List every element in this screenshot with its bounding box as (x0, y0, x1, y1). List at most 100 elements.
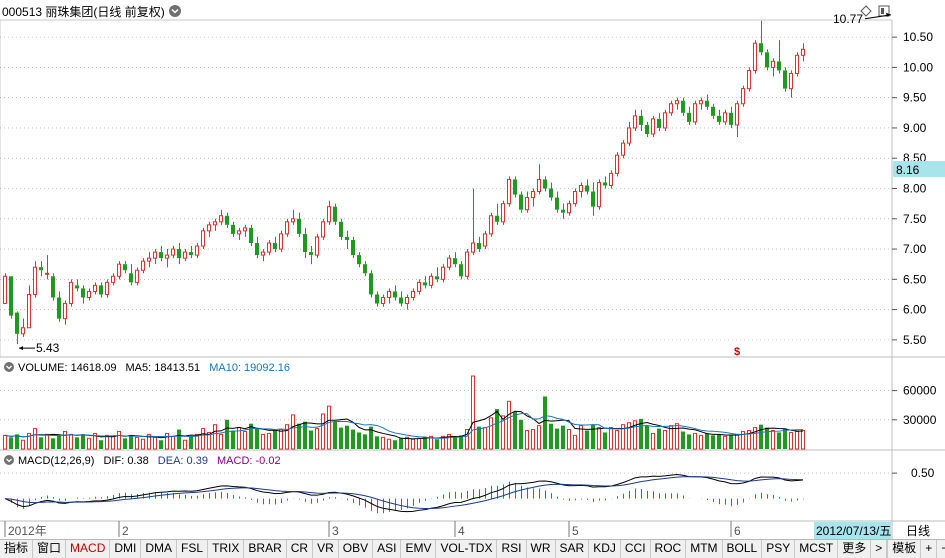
indicator-tab[interactable]: ROC (651, 540, 687, 558)
zoom-out-button[interactable]: − (936, 540, 945, 558)
indicator-tab[interactable]: KDJ (589, 540, 621, 558)
indicator-tab[interactable]: MTM (686, 540, 723, 558)
price-panel[interactable] (0, 19, 893, 358)
indicator-tab[interactable]: MCST (795, 540, 839, 558)
volume-bar (597, 427, 601, 450)
volume-bar (561, 425, 565, 449)
indicator-tab[interactable]: VOL-TDX (436, 540, 498, 558)
volume-bar (579, 425, 583, 450)
indicator-tab[interactable]: 窗口 (33, 540, 67, 558)
svg-text:10.77: 10.77 (833, 12, 863, 26)
volume-bar (231, 430, 235, 449)
indicator-tab[interactable]: RSI (497, 540, 527, 558)
candle (249, 224, 253, 247)
candle (357, 252, 361, 268)
diamond-icon[interactable] (860, 5, 872, 17)
period-button[interactable]: 日线 (906, 524, 930, 538)
volume-bar (135, 436, 139, 450)
volume-bar (129, 435, 133, 449)
candle (147, 252, 151, 268)
candle (339, 218, 343, 240)
volume-bar (741, 430, 745, 450)
zoom-in-button[interactable]: + (920, 540, 936, 558)
volume-bar (711, 435, 715, 449)
candle (363, 261, 367, 277)
volume-bar (57, 435, 61, 449)
indicator-tab[interactable]: > (871, 540, 888, 558)
indicator-tab[interactable]: PSY (762, 540, 796, 558)
candle (657, 112, 661, 131)
chevron-down-circle-icon[interactable] (4, 455, 14, 465)
indicator-tab[interactable]: FSL (177, 540, 209, 558)
indicator-tab[interactable]: OBV (339, 540, 374, 558)
indicator-tab[interactable]: BRAR (244, 540, 287, 558)
candle (69, 279, 73, 307)
indicator-tab[interactable]: BOLL (723, 540, 763, 558)
indicator-tab[interactable]: EMV (401, 540, 437, 558)
volume-ma-lines (4, 410, 804, 440)
candle (207, 221, 211, 237)
candle (351, 236, 355, 259)
volume-bar (681, 431, 685, 449)
candle (15, 311, 19, 345)
candle (231, 221, 235, 237)
volume-bar (729, 435, 733, 449)
indicator-tab[interactable]: 更多 (838, 540, 872, 558)
candle (621, 140, 625, 159)
candle (99, 282, 103, 298)
volume-bar (369, 426, 373, 449)
indicator-tab[interactable]: MACD (66, 540, 111, 558)
candle (27, 285, 31, 329)
volume-bar (453, 436, 457, 449)
candle (663, 109, 667, 131)
candle (531, 188, 535, 207)
volume-bar (339, 427, 343, 449)
candle (705, 94, 709, 110)
stock-chart[interactable]: 000513 丽珠集团(日线 前复权) 10.50 10.00 9.50 9.00 8.… (0, 0, 945, 539)
indicator-tab[interactable]: DMA (141, 540, 178, 558)
chevron-down-circle-icon[interactable] (169, 5, 181, 17)
indicator-tab[interactable]: SAR (556, 540, 590, 558)
volume-bar (507, 400, 511, 450)
candle (501, 200, 505, 225)
volume-bar (297, 423, 301, 449)
volume-bar (441, 435, 445, 450)
volume-bar (423, 437, 427, 449)
volume-bar (375, 436, 379, 449)
volume-bar (381, 436, 385, 450)
candle (267, 239, 271, 256)
candle (687, 106, 691, 125)
indicator-tab[interactable]: CCI (621, 540, 651, 558)
chevron-down-circle-icon[interactable] (4, 362, 14, 372)
indicator-tab[interactable]: ASI (373, 540, 402, 558)
x-tick-label: 2 (122, 524, 129, 538)
volume-bar (261, 433, 265, 450)
volume-bar (291, 414, 295, 450)
candle (735, 100, 739, 138)
volume-bar (801, 430, 805, 450)
candle (399, 291, 403, 307)
indicator-tab[interactable]: CR (287, 540, 314, 558)
candle (591, 182, 595, 216)
price-tick-label: 6.50 (903, 272, 927, 286)
volume-bar (699, 434, 703, 450)
volume-bar (639, 418, 643, 449)
indicator-tab[interactable]: DMI (110, 540, 142, 558)
indicator-tab[interactable]: VR (313, 540, 339, 558)
volume-bar (105, 434, 109, 450)
indicator-tab[interactable]: WR (527, 540, 556, 558)
candle (777, 40, 781, 74)
volume-bar (657, 428, 661, 449)
volume-bar (621, 424, 625, 450)
price-tick-label: 10.50 (903, 30, 933, 44)
volume-bar (255, 428, 259, 449)
indicator-tab[interactable]: 指标 (0, 540, 34, 558)
volume-bar (87, 437, 91, 450)
macd-label: MACD(12,26,9) (18, 455, 94, 467)
candle (75, 279, 79, 292)
indicator-tab[interactable]: TRIX (208, 540, 245, 558)
volume-bar (201, 428, 205, 450)
template-button[interactable]: 模板 (887, 540, 920, 558)
candle (225, 212, 229, 228)
candle (639, 109, 643, 131)
